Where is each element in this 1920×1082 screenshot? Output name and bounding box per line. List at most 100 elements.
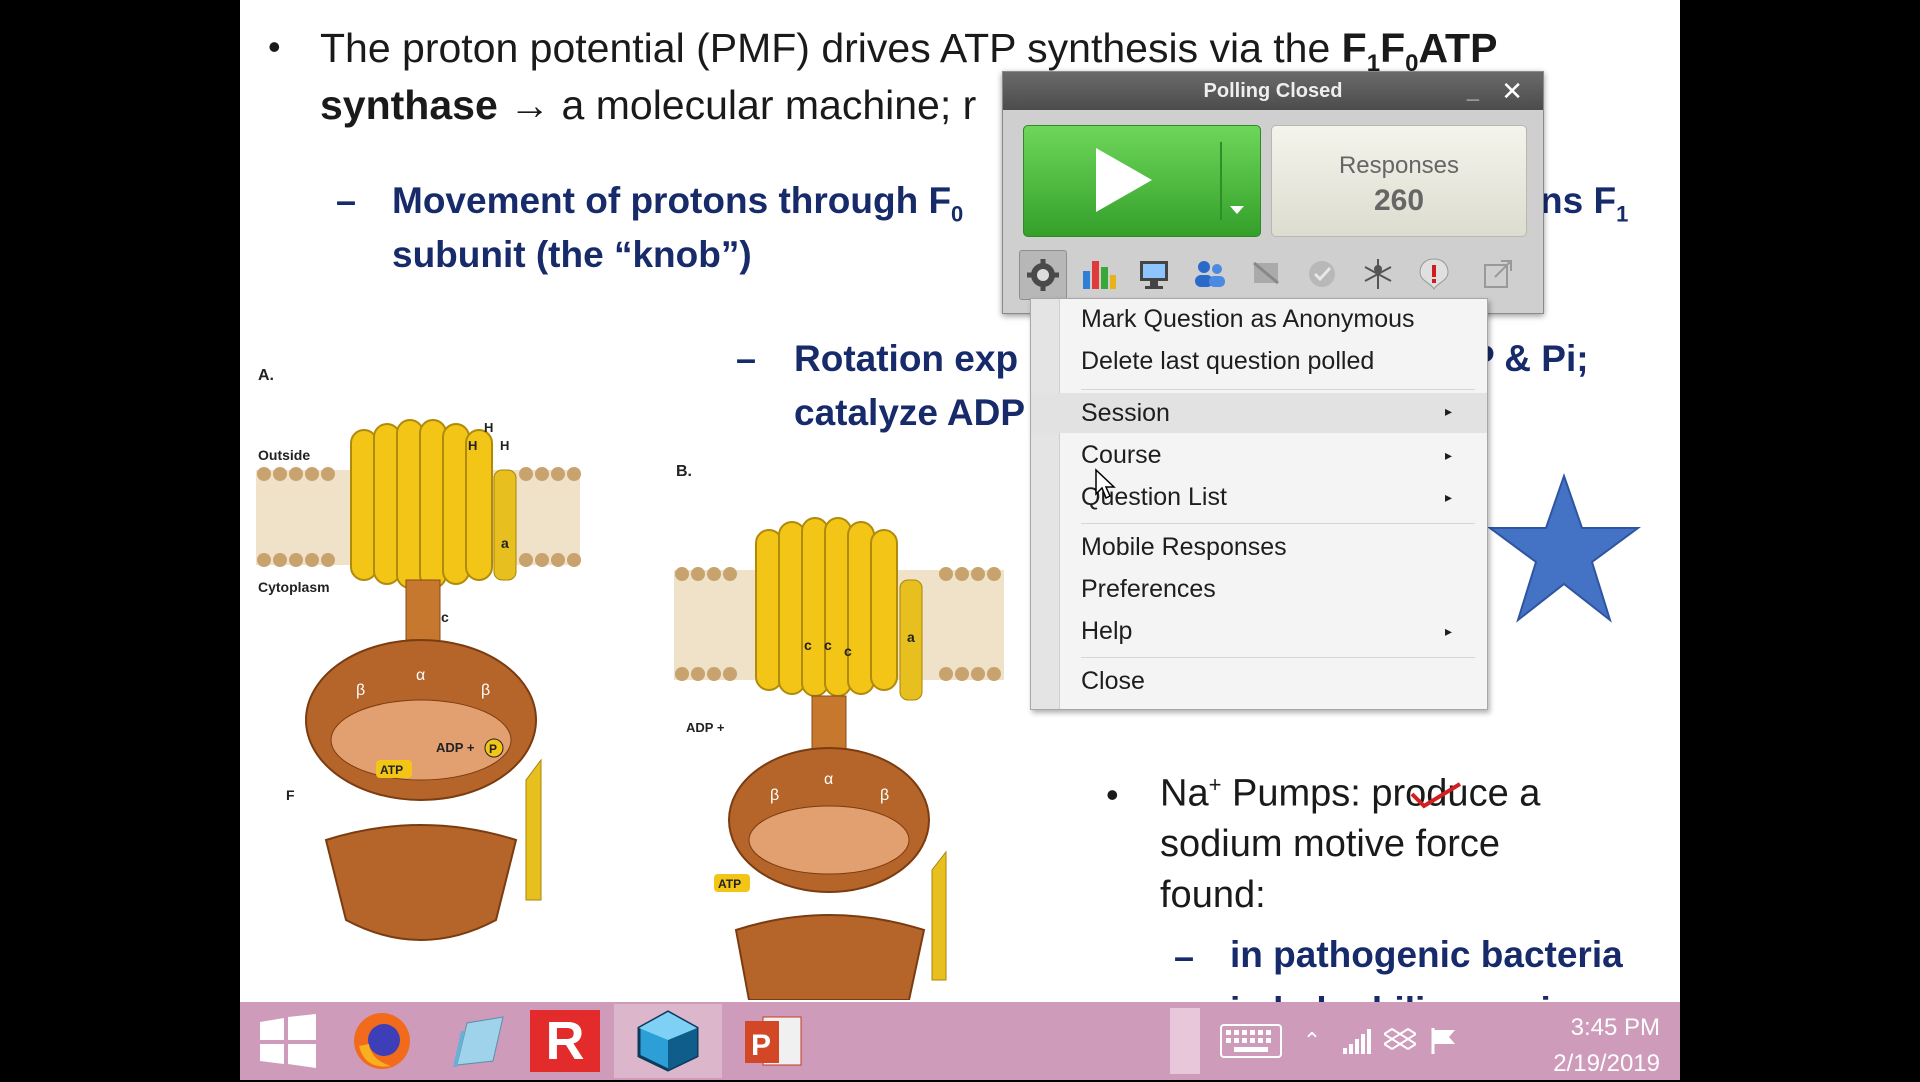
menu-item-session[interactable]: Session ▸ bbox=[1031, 393, 1487, 433]
polling-toolbar bbox=[1019, 250, 1529, 300]
svg-text:c: c bbox=[804, 637, 812, 653]
responses-count: 260 bbox=[1373, 184, 1425, 217]
na-line1: Na+ Pumps: produce a bbox=[1160, 772, 1541, 815]
menu-item-close[interactable]: Close bbox=[1081, 667, 1145, 695]
hide-responses-icon[interactable] bbox=[1243, 250, 1289, 298]
svg-text:c: c bbox=[824, 637, 832, 653]
show-desktop-scroll[interactable] bbox=[1170, 1008, 1200, 1074]
windows-taskbar: R P ⌃ 3:45 PM 2/19/2019 bbox=[240, 1002, 1680, 1080]
gear-icon[interactable] bbox=[1019, 250, 1067, 300]
svg-text:ADP +: ADP + bbox=[686, 720, 725, 735]
f1-inner-a bbox=[330, 699, 512, 781]
svg-text:H: H bbox=[484, 420, 493, 435]
reader-app-icon[interactable]: R bbox=[530, 1010, 600, 1072]
sub-bullet1-line2: subunit (the “knob”) bbox=[392, 234, 752, 275]
start-polling-button[interactable] bbox=[1023, 125, 1261, 237]
bar-chart-icon[interactable] bbox=[1075, 250, 1121, 298]
svg-text:ADP +: ADP + bbox=[436, 740, 475, 755]
na-line3: found: bbox=[1160, 874, 1266, 916]
close-button[interactable]: ✕ bbox=[1501, 76, 1523, 106]
menu-item-course[interactable]: Course ▸ bbox=[1081, 441, 1453, 469]
menu-item-help[interactable]: Help ▸ bbox=[1081, 617, 1453, 645]
f1-bottom-a bbox=[324, 824, 518, 941]
export-icon[interactable] bbox=[1475, 250, 1521, 298]
file-explorer-icon[interactable] bbox=[436, 1008, 520, 1074]
keyboard-icon[interactable] bbox=[1216, 1008, 1286, 1074]
sub-bullet2-line1: Rotation exp bbox=[794, 338, 1019, 379]
sub-bullet-dash-2: – bbox=[736, 338, 757, 379]
responses-label: Responses bbox=[1338, 152, 1460, 179]
menu-item-mark-anonymous[interactable]: Mark Question as Anonymous bbox=[1081, 305, 1415, 333]
settings-context-menu: Mark Question as Anonymous Delete last q… bbox=[1030, 298, 1488, 710]
outside-label: Outside bbox=[258, 447, 310, 463]
system-clock[interactable]: 3:45 PM 2/19/2019 bbox=[1553, 1010, 1660, 1082]
svg-text:P: P bbox=[489, 742, 497, 756]
c-ring-b bbox=[755, 517, 898, 697]
users-icon[interactable] bbox=[1187, 250, 1233, 298]
svg-text:F: F bbox=[286, 787, 295, 803]
powerpoint-icon[interactable]: P bbox=[732, 1008, 816, 1074]
network-icon[interactable] bbox=[1336, 1008, 1376, 1074]
na-line2: sodium motive force bbox=[1160, 823, 1501, 865]
sub-bullet1-line1: Movement of protons through F0 bbox=[392, 180, 964, 227]
minimize-button[interactable]: _ bbox=[1466, 78, 1479, 103]
svg-text:P: P bbox=[751, 1029, 771, 1062]
red-checkmark bbox=[1410, 782, 1462, 809]
clock-date: 2/19/2019 bbox=[1553, 1050, 1660, 1077]
menu-item-mobile-responses[interactable]: Mobile Responses bbox=[1081, 533, 1287, 561]
svg-text:ATP: ATP bbox=[718, 877, 741, 891]
correct-answer-icon[interactable] bbox=[1299, 250, 1345, 298]
svg-text:ATP: ATP bbox=[380, 763, 403, 777]
anonymous-icon[interactable] bbox=[1355, 250, 1401, 298]
na-sub2: in halophilic species bbox=[1230, 990, 1592, 1002]
alert-icon[interactable] bbox=[1411, 250, 1457, 298]
bullet1-line1: The proton potential (PMF) drives ATP sy… bbox=[320, 25, 1498, 78]
svg-text:a: a bbox=[501, 535, 509, 551]
na-dash: – bbox=[1174, 936, 1195, 977]
a-subunit-a bbox=[493, 469, 517, 581]
menu-item-question-list[interactable]: Question List ▸ bbox=[1081, 483, 1453, 511]
firefox-icon[interactable] bbox=[340, 1008, 424, 1074]
polling-app-icon[interactable] bbox=[614, 1004, 722, 1078]
menu-item-session-label: Session bbox=[1081, 399, 1170, 427]
svg-text:β: β bbox=[880, 787, 889, 804]
submenu-arrow-icon: ▸ bbox=[1445, 403, 1453, 419]
bullet1-line2: synthase → a molecular machine; r bbox=[320, 82, 977, 128]
menu-item-preferences[interactable]: Preferences bbox=[1081, 575, 1216, 603]
sub-bullet2-line2: catalyze ADP bbox=[794, 392, 1026, 433]
svg-text:β: β bbox=[770, 787, 779, 804]
tray-chevron-icon[interactable]: ⌃ bbox=[1302, 1028, 1322, 1053]
mouse-cursor-icon bbox=[1095, 468, 1116, 500]
na-sub1: in pathogenic bacteria bbox=[1230, 934, 1623, 975]
bullet-dot-2: • bbox=[1106, 774, 1119, 815]
svg-text:c: c bbox=[441, 609, 449, 625]
menu-item-delete-last-question[interactable]: Delete last question polled bbox=[1081, 347, 1375, 375]
svg-text:a: a bbox=[907, 629, 915, 645]
action-center-flag-icon[interactable] bbox=[1424, 1008, 1464, 1074]
submenu-arrow-icon: ▸ bbox=[1445, 489, 1453, 505]
polling-title-bar[interactable]: Polling Closed _ ✕ bbox=[1003, 72, 1543, 110]
sub-bullet-dash: – bbox=[336, 180, 357, 221]
sub-bullet1-right: ns F1 bbox=[1540, 180, 1629, 227]
sub-bullet2-right: P & Pi; bbox=[1470, 338, 1589, 379]
play-dropdown-icon[interactable] bbox=[1230, 206, 1244, 214]
c-ring-a bbox=[350, 419, 493, 589]
play-icon bbox=[1096, 148, 1152, 212]
polling-window: Polling Closed _ ✕ Responses 260 bbox=[1002, 71, 1544, 314]
svg-text:β: β bbox=[356, 682, 365, 699]
windows-start-icon[interactable] bbox=[246, 1008, 330, 1074]
bullet-dot: • bbox=[268, 26, 281, 67]
svg-text:H: H bbox=[468, 438, 477, 453]
fig-b-label: B. bbox=[676, 463, 692, 480]
monitor-icon[interactable] bbox=[1131, 250, 1177, 298]
cytoplasm-label: Cytoplasm bbox=[258, 579, 330, 595]
submenu-arrow-icon: ▸ bbox=[1445, 447, 1453, 463]
dropbox-icon[interactable] bbox=[1380, 1008, 1420, 1074]
polling-title: Polling Closed bbox=[1203, 80, 1343, 102]
clock-time: 3:45 PM bbox=[1570, 1014, 1660, 1041]
fig-a-label: A. bbox=[258, 367, 274, 384]
star-shape bbox=[1486, 472, 1642, 623]
atp-synthase-figure-b: B. a c c c β α β ADP + ATP bbox=[674, 463, 1004, 1000]
svg-text:H: H bbox=[500, 438, 509, 453]
responses-panel: Responses 260 bbox=[1271, 125, 1527, 237]
